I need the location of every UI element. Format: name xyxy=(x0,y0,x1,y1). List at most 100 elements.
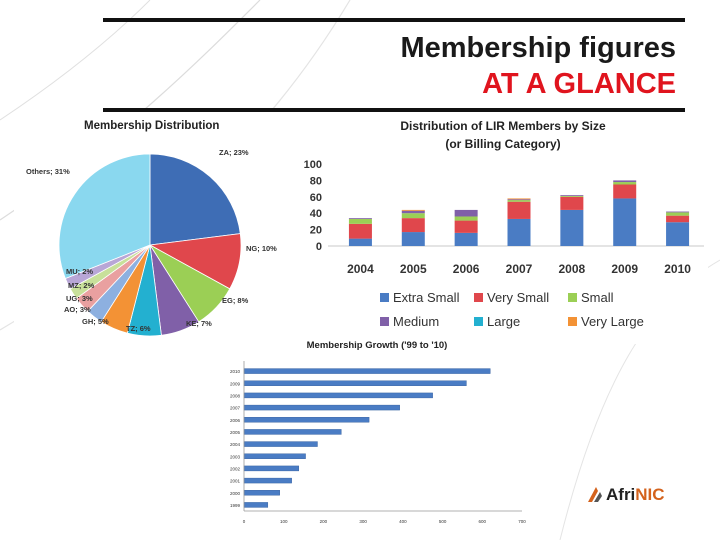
stacked-bar-segment xyxy=(401,218,425,233)
pie-slice-label: TZ; 6% xyxy=(126,324,151,333)
stacked-bar-segment xyxy=(613,182,637,185)
y-category-label: 2004 xyxy=(230,442,241,447)
stacked-bar-segment xyxy=(401,232,425,246)
page-title: Membership figures AT A GLANCE xyxy=(400,30,676,102)
afrinic-logo-mark xyxy=(588,487,602,502)
x-tick-label: 2008 xyxy=(559,262,586,276)
stacked-bar-segment xyxy=(454,209,478,217)
stacked-bar-segment xyxy=(348,238,372,246)
hbar xyxy=(243,417,370,423)
stacked-bar-segment xyxy=(507,201,531,219)
pie-chart-title: Membership Distribution xyxy=(84,120,219,132)
hbar xyxy=(243,368,491,374)
x-tick-label: 2007 xyxy=(506,262,533,276)
stacked-bar-segment xyxy=(507,200,531,202)
pie-slice-label: MU; 2% xyxy=(66,267,93,276)
y-category-label: 1999 xyxy=(230,503,241,508)
pie-slice xyxy=(58,153,151,280)
hbar xyxy=(243,429,342,435)
stacked-bar-segment xyxy=(666,211,690,213)
hbar xyxy=(243,441,318,447)
x-tick-label: 600 xyxy=(479,519,487,524)
stacked-chart-title: Distribution of LIR Members by Size xyxy=(400,119,606,133)
hbar xyxy=(243,502,269,508)
stacked-bar-segment xyxy=(348,218,372,224)
legend-swatch xyxy=(474,317,483,326)
x-tick-label: 700 xyxy=(518,519,526,524)
logo-text-afri: Afri xyxy=(606,485,636,504)
legend-label: Very Large xyxy=(581,314,644,329)
stacked-bar-segment xyxy=(666,212,690,216)
stacked-bar-segment xyxy=(507,218,531,246)
logo-text-nic: NIC xyxy=(635,485,665,504)
pie-slice-label: GH; 5% xyxy=(82,317,109,326)
x-tick-label: 200 xyxy=(320,519,328,524)
title-rule-bottom xyxy=(103,108,685,112)
y-category-label: 2008 xyxy=(230,393,241,398)
stacked-chart-subtitle: (or Billing Category) xyxy=(445,137,560,151)
y-tick-label: 80 xyxy=(310,175,322,187)
legend-swatch xyxy=(568,293,577,302)
y-category-label: 2001 xyxy=(230,479,241,484)
x-tick-label: 2005 xyxy=(400,262,427,276)
title-rule-top xyxy=(103,18,685,22)
pie-slice xyxy=(149,153,241,246)
horizontal-bar-chart: Membership Growth ('99 to '10) 199920002… xyxy=(214,334,540,530)
x-tick-label: 400 xyxy=(399,519,407,524)
pie-slice-label: EG; 8% xyxy=(222,296,249,305)
stacked-bar-segment xyxy=(348,218,372,219)
x-tick-label: 2006 xyxy=(453,262,480,276)
x-tick-label: 100 xyxy=(280,519,288,524)
stacked-bar-segment xyxy=(560,209,584,246)
stacked-bar-segment xyxy=(560,195,584,196)
x-tick-label: 2004 xyxy=(347,262,374,276)
legend-label: Medium xyxy=(393,314,439,329)
title-line-2: AT A GLANCE xyxy=(482,68,676,100)
legend-label: Very Small xyxy=(487,290,549,305)
x-tick-label: 2010 xyxy=(664,262,691,276)
legend-swatch xyxy=(474,293,483,302)
stacked-bar-segment xyxy=(401,210,425,214)
stacked-bar-chart: Distribution of LIR Members by Size (or … xyxy=(296,112,708,344)
pie-slice-label: Others; 31% xyxy=(26,167,70,176)
y-category-label: 2003 xyxy=(230,454,241,459)
hbar xyxy=(243,392,433,399)
y-category-label: 2007 xyxy=(230,406,241,411)
stacked-bar-segment xyxy=(454,216,478,221)
afrinic-logo: AfriNIC xyxy=(586,484,665,505)
x-tick-label: 0 xyxy=(243,519,246,524)
hbar xyxy=(243,477,292,484)
stacked-bar-segment xyxy=(401,209,425,211)
x-tick-label: 300 xyxy=(359,519,367,524)
hbar xyxy=(243,404,400,411)
y-category-label: 2000 xyxy=(230,491,241,496)
title-line-1: Membership figures xyxy=(400,32,676,64)
stacked-bar-segment xyxy=(454,232,478,246)
y-tick-label: 60 xyxy=(310,192,322,204)
x-tick-label: 500 xyxy=(439,519,447,524)
stacked-bar-segment xyxy=(401,213,425,219)
y-category-label: 2005 xyxy=(230,430,241,435)
y-category-label: 2010 xyxy=(230,369,241,374)
pie-slice-label: UG; 3% xyxy=(66,294,93,303)
legend-swatch xyxy=(380,317,389,326)
pie-slice-label: AO; 3% xyxy=(64,305,91,314)
legend-swatch xyxy=(568,317,577,326)
y-category-label: 2002 xyxy=(230,466,241,471)
y-tick-label: 0 xyxy=(316,241,322,253)
stacked-bar-segment xyxy=(348,223,372,239)
y-category-label: 2006 xyxy=(230,418,241,423)
legend-label: Large xyxy=(487,314,520,329)
y-tick-label: 20 xyxy=(310,225,322,237)
y-category-label: 2009 xyxy=(230,381,241,386)
hbar xyxy=(243,490,280,496)
stacked-bar-segment xyxy=(666,215,690,223)
pie-slice-label: KE; 7% xyxy=(186,319,212,328)
stacked-bar-segment xyxy=(507,198,531,200)
pie-chart: Membership Distribution ZA; 23% NG; 10% EG… xyxy=(14,112,304,344)
hbar-chart-title: Membership Growth ('99 to '10) xyxy=(307,340,448,351)
pie-slice-label: NG; 10% xyxy=(246,244,277,253)
stacked-bar-segment xyxy=(454,220,478,233)
hbar xyxy=(243,380,467,386)
